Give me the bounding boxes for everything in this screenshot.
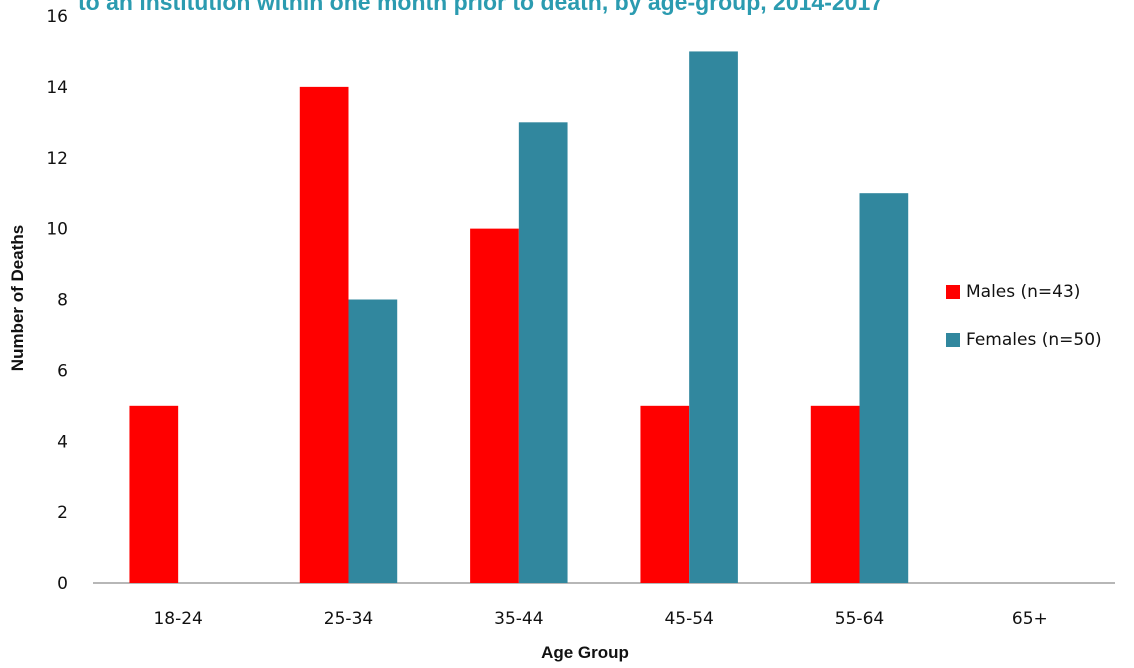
legend-swatch-males <box>946 285 960 299</box>
bar-males-25-34 <box>299 86 349 583</box>
bar-females-25-34 <box>348 299 398 583</box>
x-tick-label: 18-24 <box>153 609 202 629</box>
y-axis-ticks: 0 2 4 6 8 10 12 14 16 <box>46 7 68 594</box>
x-tick-label: 25-34 <box>324 609 373 629</box>
bar-males-55-64 <box>810 405 860 583</box>
x-axis-title: Age Group <box>541 643 629 662</box>
legend: Males (n=43) Females (n=50) <box>946 282 1102 350</box>
x-tick-label: 55-64 <box>835 609 884 629</box>
y-tick-label: 2 <box>57 503 68 523</box>
y-tick-label: 12 <box>46 149 68 169</box>
bar-females-45-54 <box>689 51 738 583</box>
bar-females-35-44 <box>518 122 568 583</box>
legend-label-males: Males (n=43) <box>966 282 1080 302</box>
y-tick-label: 14 <box>46 78 68 98</box>
x-tick-label: 35-44 <box>494 609 543 629</box>
y-tick-label: 8 <box>57 291 68 311</box>
x-axis-ticks: 18-24 25-34 35-44 45-54 55-64 65+ <box>153 609 1047 629</box>
y-tick-label: 6 <box>57 361 68 381</box>
legend-swatch-females <box>946 333 960 347</box>
y-tick-label: 4 <box>57 432 68 452</box>
bar-males-18-24 <box>129 405 179 583</box>
chart-title: to an institution within one month prior… <box>78 0 883 15</box>
legend-label-females: Females (n=50) <box>966 330 1102 350</box>
bars-group <box>129 51 909 583</box>
bar-males-35-44 <box>470 228 519 583</box>
y-axis-title: Number of Deaths <box>8 225 27 371</box>
bar-males-45-54 <box>640 405 690 583</box>
x-tick-label: 45-54 <box>664 609 713 629</box>
y-tick-label: 0 <box>57 574 68 594</box>
x-tick-label: 65+ <box>1012 609 1048 629</box>
y-tick-label: 10 <box>46 220 68 240</box>
bar-females-55-64 <box>859 193 909 583</box>
y-tick-label: 16 <box>46 7 68 27</box>
